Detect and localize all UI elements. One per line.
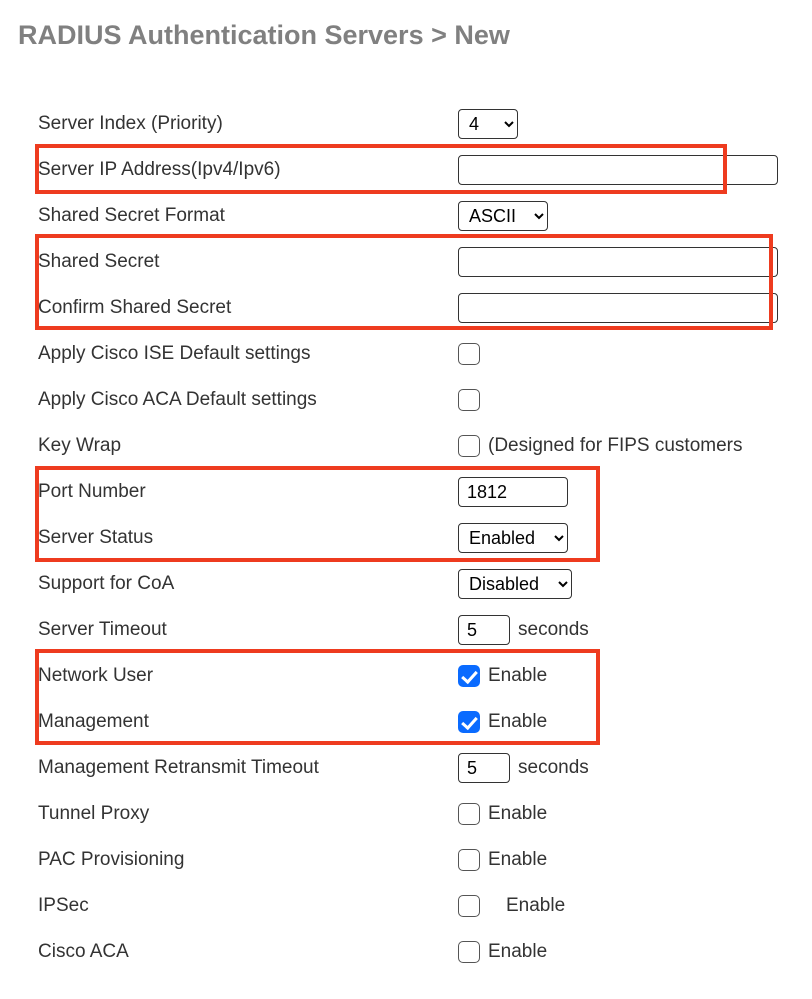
server-status-select[interactable]: Enabled	[458, 523, 568, 553]
row-confirm-secret: Confirm Shared Secret	[18, 285, 812, 331]
row-mgmt-retransmit: Management Retransmit Timeout seconds	[18, 745, 812, 791]
shared-secret-input[interactable]	[458, 247, 778, 277]
row-support-coa: Support for CoA Disabled	[18, 561, 812, 607]
label-key-wrap: Key Wrap	[38, 435, 458, 457]
server-ip-input[interactable]	[458, 155, 778, 185]
label-server-index: Server Index (Priority)	[38, 113, 458, 135]
row-server-ip: Server IP Address(Ipv4/Ipv6)	[18, 147, 812, 193]
label-network-user: Network User	[38, 665, 458, 687]
row-port-number: Port Number	[18, 469, 812, 515]
network-user-side: Enable	[488, 665, 547, 687]
management-side: Enable	[488, 711, 547, 733]
label-apply-ise: Apply Cisco ISE Default settings	[38, 343, 458, 365]
label-cisco-aca: Cisco ACA	[38, 941, 458, 963]
label-management: Management	[38, 711, 458, 733]
confirm-secret-input[interactable]	[458, 293, 778, 323]
row-server-timeout: Server Timeout seconds	[18, 607, 812, 653]
row-apply-aca: Apply Cisco ACA Default settings	[18, 377, 812, 423]
tunnel-proxy-side: Enable	[488, 803, 547, 825]
row-server-index: Server Index (Priority) 4	[18, 101, 812, 147]
label-server-ip: Server IP Address(Ipv4/Ipv6)	[38, 159, 458, 181]
cisco-aca-side: Enable	[488, 941, 547, 963]
row-key-wrap: Key Wrap (Designed for FIPS customers	[18, 423, 812, 469]
row-ipsec: IPSec Enable	[18, 883, 812, 929]
row-secret-format: Shared Secret Format ASCII	[18, 193, 812, 239]
tunnel-proxy-checkbox[interactable]	[458, 803, 480, 825]
apply-ise-checkbox[interactable]	[458, 343, 480, 365]
label-apply-aca: Apply Cisco ACA Default settings	[38, 389, 458, 411]
ipsec-checkbox[interactable]	[458, 895, 480, 917]
key-wrap-checkbox[interactable]	[458, 435, 480, 457]
port-number-input[interactable]	[458, 477, 568, 507]
label-tunnel-proxy: Tunnel Proxy	[38, 803, 458, 825]
mgmt-retransmit-unit: seconds	[518, 757, 589, 779]
label-server-timeout: Server Timeout	[38, 619, 458, 641]
label-pac: PAC Provisioning	[38, 849, 458, 871]
pac-checkbox[interactable]	[458, 849, 480, 871]
label-mgmt-retransmit: Management Retransmit Timeout	[38, 757, 458, 779]
label-support-coa: Support for CoA	[38, 573, 458, 595]
network-user-checkbox[interactable]	[458, 665, 480, 687]
server-timeout-unit: seconds	[518, 619, 589, 641]
row-server-status: Server Status Enabled	[18, 515, 812, 561]
label-ipsec: IPSec	[38, 895, 458, 917]
server-timeout-input[interactable]	[458, 615, 510, 645]
row-apply-ise: Apply Cisco ISE Default settings	[18, 331, 812, 377]
key-wrap-note: (Designed for FIPS customers	[488, 435, 742, 457]
server-index-select[interactable]: 4	[458, 109, 518, 139]
mgmt-retransmit-input[interactable]	[458, 753, 510, 783]
label-confirm-secret: Confirm Shared Secret	[38, 297, 458, 319]
row-cisco-aca: Cisco ACA Enable	[18, 929, 812, 975]
label-shared-secret: Shared Secret	[38, 251, 458, 273]
secret-format-select[interactable]: ASCII	[458, 201, 548, 231]
row-management: Management Enable	[18, 699, 812, 745]
pac-side: Enable	[488, 849, 547, 871]
row-shared-secret: Shared Secret	[18, 239, 812, 285]
row-tunnel-proxy: Tunnel Proxy Enable	[18, 791, 812, 837]
radius-form: Server Index (Priority) 4 Server IP Addr…	[18, 101, 812, 975]
support-coa-select[interactable]: Disabled	[458, 569, 572, 599]
ipsec-side: Enable	[488, 895, 565, 917]
page-title: RADIUS Authentication Servers > New	[18, 20, 812, 51]
apply-aca-checkbox[interactable]	[458, 389, 480, 411]
row-network-user: Network User Enable	[18, 653, 812, 699]
label-port-number: Port Number	[38, 481, 458, 503]
row-pac: PAC Provisioning Enable	[18, 837, 812, 883]
management-checkbox[interactable]	[458, 711, 480, 733]
label-server-status: Server Status	[38, 527, 458, 549]
cisco-aca-checkbox[interactable]	[458, 941, 480, 963]
label-secret-format: Shared Secret Format	[38, 205, 458, 227]
